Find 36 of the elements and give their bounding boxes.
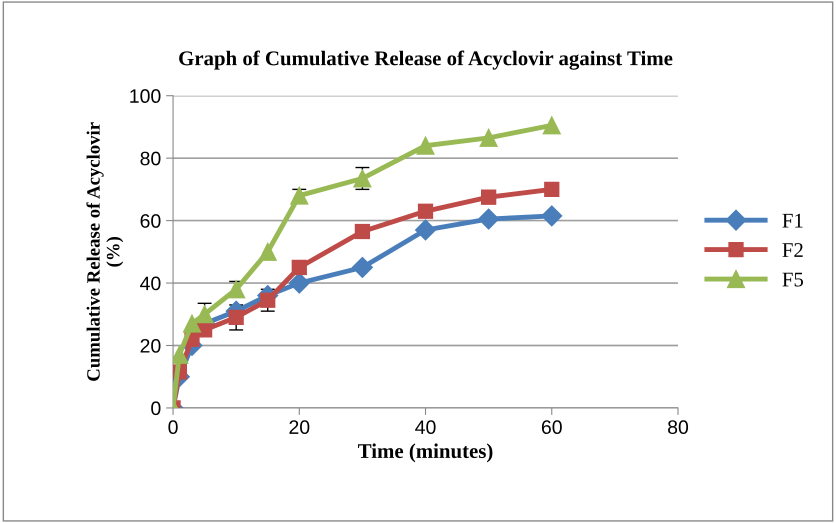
y-tick-label: 0 xyxy=(151,401,160,416)
chart-title: Graph of Cumulative Release of Acyclovir against Time xyxy=(179,50,672,70)
legend-label: F2 xyxy=(782,243,803,257)
y-axis-title: Cumulative Release of Acyclovir (%) xyxy=(86,122,124,381)
y-tick-label: 40 xyxy=(140,276,160,290)
x-tick-label: 20 xyxy=(289,420,310,434)
point xyxy=(542,116,561,134)
point xyxy=(416,136,435,155)
point xyxy=(228,310,244,326)
x-tick-label: 40 xyxy=(415,420,436,434)
y-tick-label: 20 xyxy=(140,338,160,353)
point xyxy=(227,280,246,298)
x-tick-label: 0 xyxy=(168,420,178,434)
point xyxy=(182,314,202,333)
point xyxy=(258,242,277,261)
point xyxy=(290,186,308,205)
y-tick-label: 100 xyxy=(130,89,160,103)
x-tick-label: 60 xyxy=(542,420,562,434)
point xyxy=(481,190,496,205)
legend-label: F5 xyxy=(782,272,804,287)
y-tick-label: 80 xyxy=(140,152,160,166)
point xyxy=(353,169,372,188)
point xyxy=(354,224,370,240)
point xyxy=(418,204,434,219)
point xyxy=(541,205,562,226)
point xyxy=(478,208,500,230)
x-tick-label: 80 xyxy=(668,420,688,434)
point xyxy=(415,219,436,240)
point xyxy=(260,292,276,308)
x-axis-title: Time (minutes) xyxy=(358,443,492,462)
legend-label: F1 xyxy=(782,214,803,228)
point xyxy=(292,260,307,276)
point xyxy=(544,182,560,198)
point xyxy=(480,128,498,147)
y-tick-label: 60 xyxy=(140,214,160,228)
point xyxy=(352,256,373,278)
